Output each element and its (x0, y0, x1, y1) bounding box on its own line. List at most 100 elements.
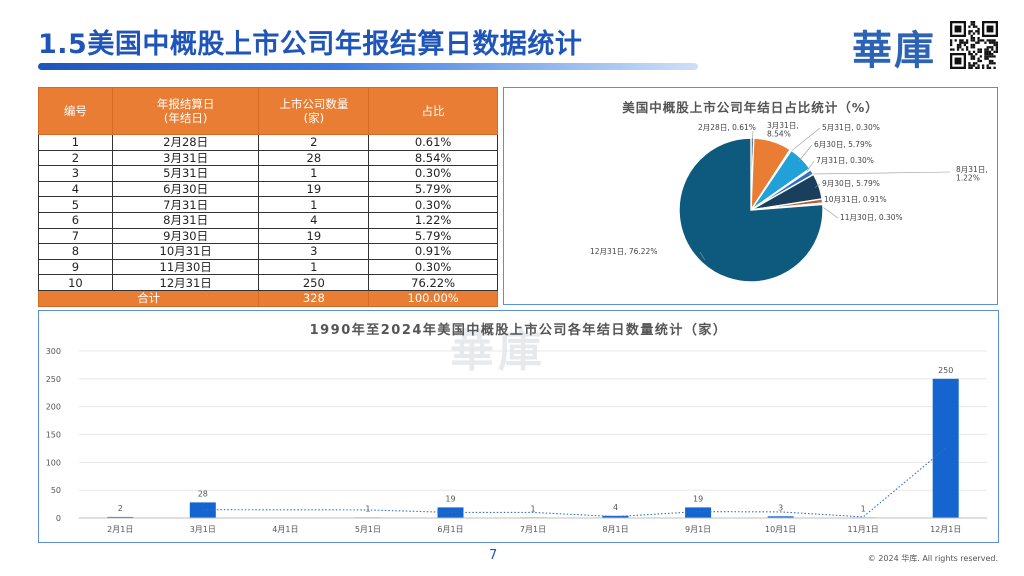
table-header-cell: 占比 (368, 87, 498, 135)
bar-x-tick-label: 4月1日 (272, 525, 298, 534)
pie-leader-line (752, 130, 754, 143)
table-cell: 1 (258, 165, 370, 182)
table-cell: 1.22% (368, 211, 498, 229)
pie-slice (678, 137, 824, 283)
table-row: 3 5月31日 1 0.30% (38, 165, 498, 182)
table-row: 1 2月28日 2 0.61% (38, 134, 498, 151)
bar (602, 515, 629, 518)
table-header-cell: 编号 (38, 87, 113, 135)
table-cell: 28 (258, 149, 370, 167)
table-row: 6 8月31日 4 1.22% (38, 211, 498, 229)
table-cell: 3月31日 (111, 149, 260, 167)
bar-y-tick-label: 300 (46, 347, 61, 356)
bar-x-tick-label: 12月1日 (930, 525, 961, 534)
table-header-row: 编号 年报结算日 (年结日) 上市公司数量 (家) 占比 (38, 87, 498, 135)
pie-chart-title: 美国中概股上市公司年结日占比统计（%） (622, 100, 879, 115)
table-total-cell: 100.00% (368, 289, 498, 307)
table-cell: 2月28日 (111, 134, 260, 151)
bar-chart-panel: 1990年至2024年美国中概股上市公司各年结日数量统计（家） 0 50 100 15… (38, 310, 999, 543)
page-number: 7 (489, 548, 498, 563)
pie-data-label: 8月31日, 1.22% (956, 165, 988, 183)
table-cell: 1 (258, 196, 370, 213)
table-cell: 0.91% (368, 243, 498, 260)
table-cell: 3 (258, 243, 370, 260)
bar-chart-title: 1990年至2024年美国中概股上市公司各年结日数量统计（家） (309, 323, 728, 338)
table-cell: 0.30% (368, 196, 498, 213)
bar (767, 516, 794, 518)
table-cell: 9 (38, 258, 113, 276)
bar-value-label: 250 (938, 366, 953, 375)
bar-value-label: 4 (613, 503, 618, 512)
pie-data-label: 2月28日, 0.61% (698, 123, 756, 132)
table-header-cell: 上市公司数量 (家) (258, 87, 370, 135)
bar-value-label: 19 (445, 494, 455, 503)
table-cell: 19 (258, 227, 370, 245)
pie-data-label: 9月30日, 5.79% (822, 179, 880, 188)
table-row: 9 11月30日 1 0.30% (38, 258, 498, 276)
pie-chart: 2月28日, 0.61% 3月31日, 8.54% 5月31日, 0.30% 6月30日… (590, 121, 988, 283)
table-cell: 8.54% (368, 149, 498, 167)
settlement-table-panel: 编号 年报结算日 (年结日) 上市公司数量 (家) 占比 1 2月28日 2 0.61% 2 3月3… (37, 87, 498, 307)
table-cell: 1 (258, 258, 370, 276)
pie-leader-line (765, 144, 772, 147)
pie-leader-line (818, 199, 823, 202)
copyright-text: © 2024 华库. All rights reserved. (867, 554, 998, 563)
bar-y-tick-label: 250 (46, 375, 61, 384)
table-cell: 0.61% (368, 134, 498, 151)
bar-x-tick-label: 10月1日 (765, 525, 796, 534)
table-cell: 19 (258, 180, 370, 198)
pie-leader-line (808, 171, 951, 175)
table-cell: 11月30日 (111, 258, 260, 276)
pie-data-label: 6月30日, 5.79% (814, 140, 872, 149)
table-cell: 250 (258, 274, 370, 291)
bar (685, 507, 712, 518)
table-row: 2 3月31日 28 8.54% (38, 149, 498, 167)
bar-x-tick-label: 9月1日 (685, 525, 711, 534)
qr-code-icon (950, 21, 998, 69)
bar-x-tick-label: 3月1日 (190, 525, 216, 534)
settlement-table: 编号 年报结算日 (年结日) 上市公司数量 (家) 占比 1 2月28日 2 0.61% 2 3月3… (37, 87, 498, 307)
table-cell: 8 (38, 243, 113, 260)
table-cell: 7月31日 (111, 196, 260, 213)
watermark-logo: 華庫 (450, 326, 546, 377)
pie-data-label: 10月31日, 0.91% (824, 195, 887, 204)
pie-leader-line (798, 144, 813, 162)
table-row: 7 9月30日 19 5.79% (38, 227, 498, 245)
table-cell: 2 (258, 134, 370, 151)
bar-value-label: 2 (118, 504, 123, 513)
table-cell: 5 (38, 196, 113, 213)
table-cell: 10 (38, 274, 113, 291)
table-total-cell: 328 (258, 289, 370, 307)
table-cell: 5.79% (368, 227, 498, 245)
pie-leader-line (806, 160, 815, 172)
table-cell: 12月31日 (111, 274, 260, 291)
table-row: 4 6月30日 19 5.79% (38, 180, 498, 198)
pie-data-label: 11月30日, 0.30% (840, 213, 903, 222)
bar-y-tick-label: 50 (51, 486, 61, 495)
bar-x-tick-label: 7月1日 (520, 525, 546, 534)
pie-data-label: 12月31日, 76.22% (590, 247, 657, 256)
bar-value-label: 28 (198, 489, 208, 498)
pie-chart-panel: 美国中概股上市公司年结日占比统计（%） 2月28日, 0.61% 3月31日, 8.… (503, 87, 998, 305)
bar (932, 378, 959, 518)
bar (437, 507, 464, 518)
bar-value-label: 1 (530, 504, 535, 513)
table-cell: 0.30% (368, 165, 498, 182)
table-cell: 6月30日 (111, 180, 260, 198)
table-cell: 1 (38, 134, 113, 151)
table-cell: 9月30日 (111, 227, 260, 245)
table-cell: 0.30% (368, 258, 498, 276)
bar-y-tick-label: 200 (46, 403, 61, 412)
title-underline (38, 63, 698, 70)
table-total-row: 合计 328 100.00% (37, 289, 498, 307)
bar-x-tick-label: 11月1日 (848, 525, 879, 534)
pie-leader-line (788, 127, 821, 154)
bar-value-label: 1 (861, 504, 866, 513)
table-total-cell: 合计 (37, 289, 260, 307)
bar-x-tick-label: 8月1日 (602, 525, 628, 534)
bar-value-label: 3 (778, 503, 783, 512)
bar-trendline (202, 447, 947, 518)
bar-y-tick-label: 150 (46, 431, 61, 440)
pie-leader-line (699, 251, 706, 261)
